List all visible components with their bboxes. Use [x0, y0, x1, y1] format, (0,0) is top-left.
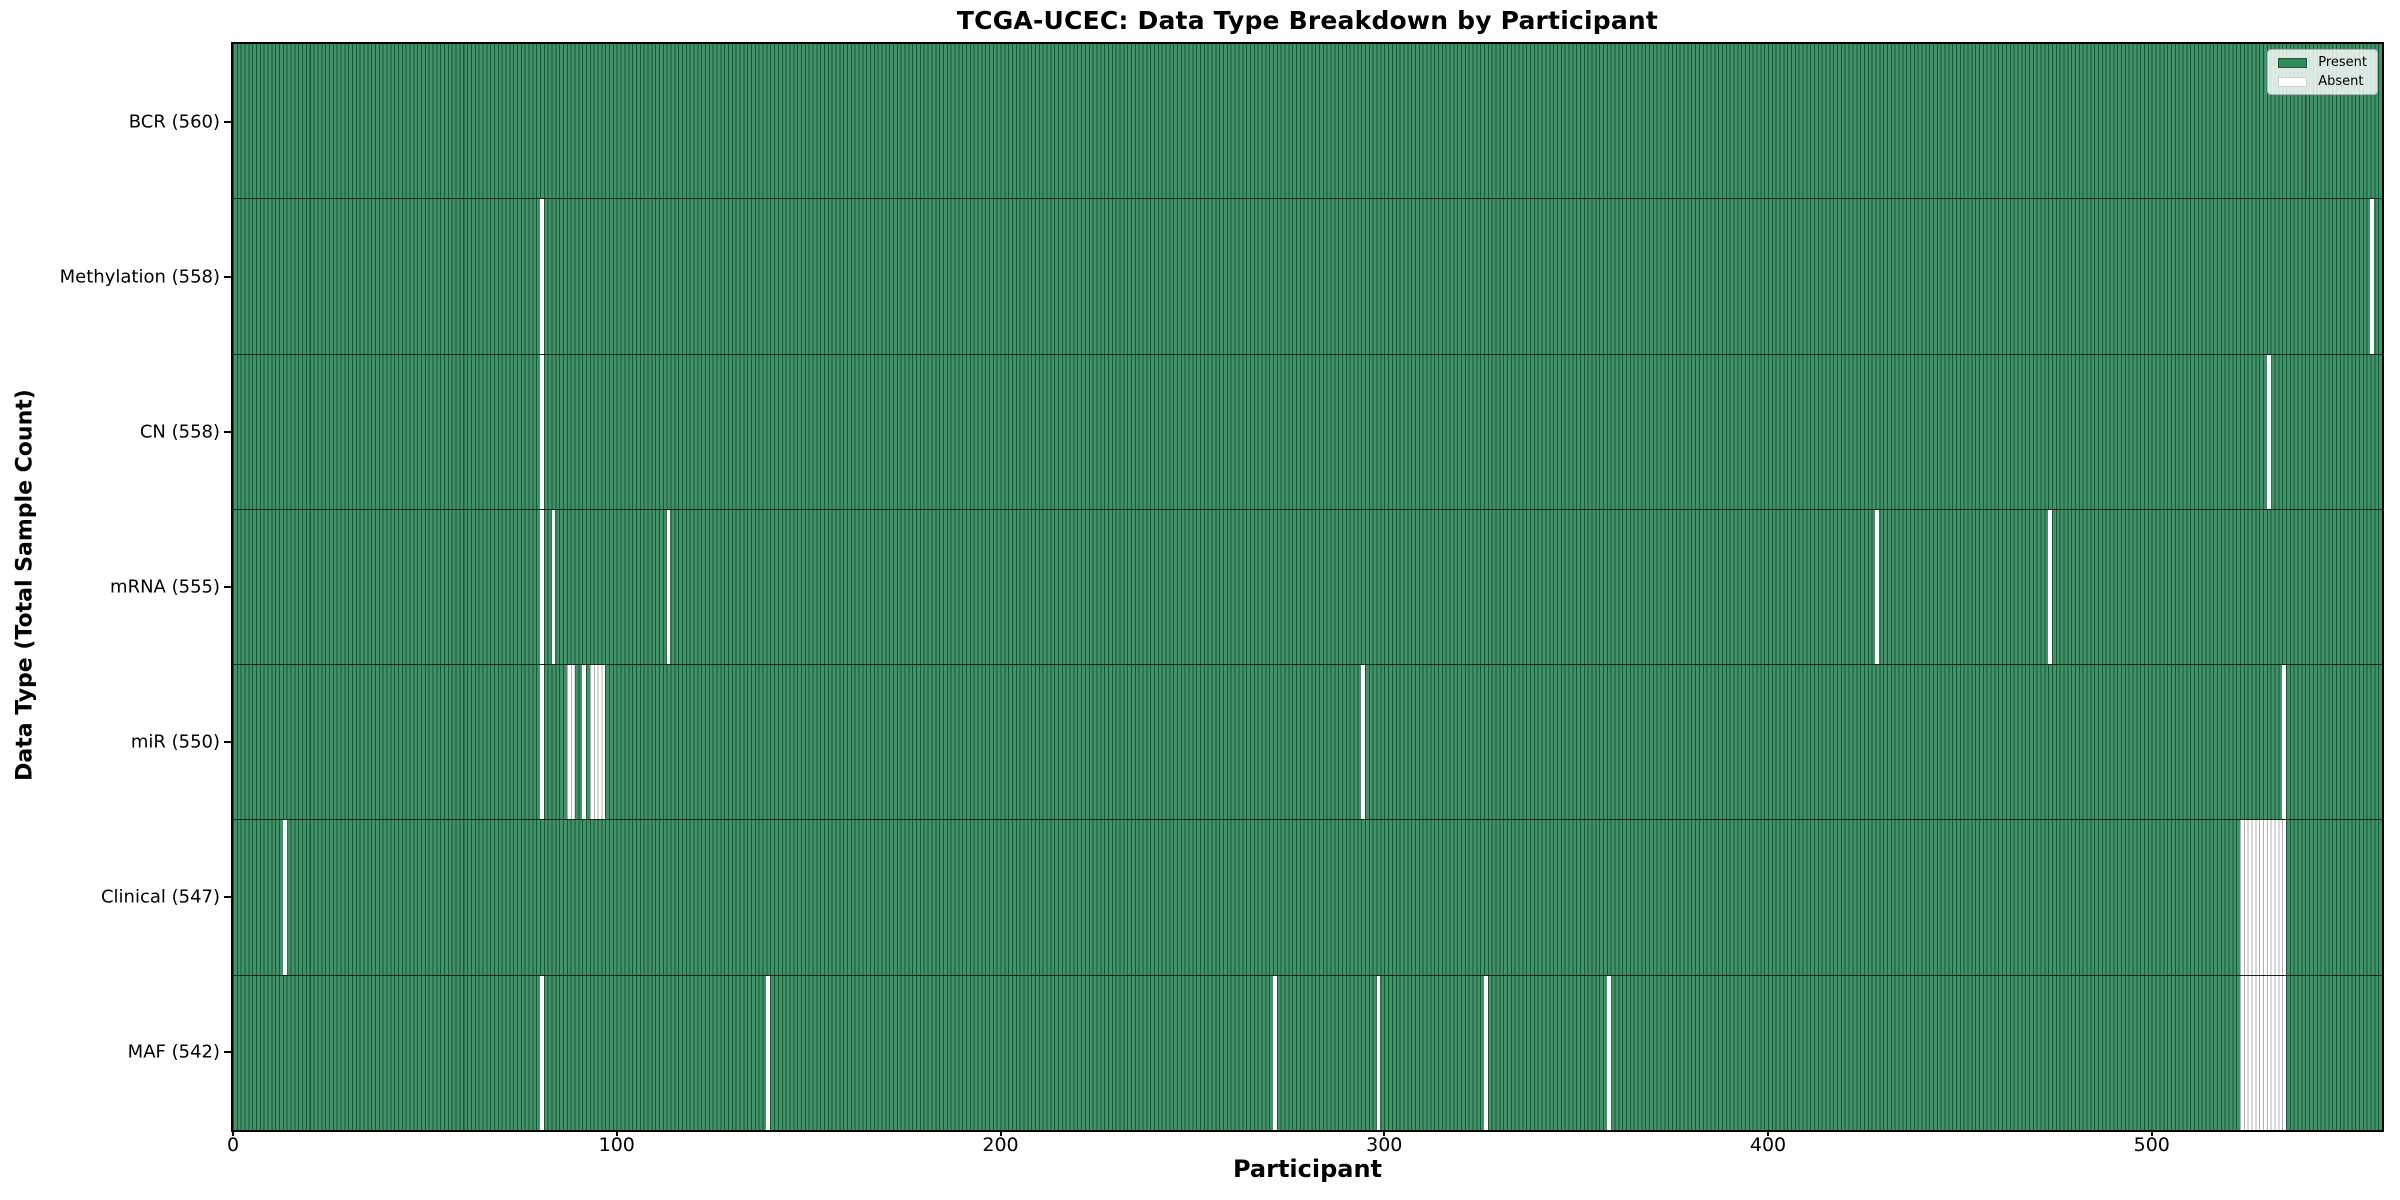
y-tick-label: BCR (560) — [128, 111, 220, 133]
chart-row-clinical — [233, 819, 2382, 975]
chart-row-mir — [233, 664, 2382, 820]
y-tick-mark — [224, 430, 231, 433]
y-tick-label: MAF (542) — [127, 1041, 220, 1063]
absent-gap — [540, 509, 544, 665]
absent-gap — [1875, 509, 1880, 665]
x-tick-label: 300 — [1366, 1134, 1403, 1156]
x-tick-label: 200 — [982, 1134, 1019, 1156]
x-tick-label: 400 — [1749, 1134, 1787, 1156]
absent-gap — [2240, 820, 2287, 975]
y-tick-label: Methylation (558) — [59, 266, 220, 288]
absent-gap — [566, 665, 575, 820]
y-tick-mark — [224, 120, 231, 123]
x-tick-mark — [1767, 1130, 1769, 1136]
plot-area: Present Absent — [231, 42, 2384, 1132]
chart-title: TCGA-UCEC: Data Type Breakdown by Partic… — [956, 6, 1659, 35]
absent-gap — [540, 975, 544, 1130]
chart-row-methylation — [233, 198, 2382, 354]
y-tick-mark — [224, 275, 231, 278]
legend: Present Absent — [2267, 49, 2378, 95]
absent-gap — [582, 665, 587, 820]
absent-gap — [1376, 975, 1381, 1130]
absent-gap — [282, 820, 287, 975]
x-tick-mark — [2150, 1130, 2153, 1136]
x-tick-mark — [615, 1130, 618, 1136]
absent-gap — [1484, 975, 1488, 1130]
y-tick-label: mRNA (555) — [110, 576, 220, 598]
absent-gap — [1272, 975, 1277, 1130]
absent-swatch — [2278, 76, 2308, 87]
absent-gap — [2266, 354, 2271, 509]
absent-gap — [540, 665, 544, 820]
chart-row-cn — [233, 353, 2382, 509]
absent-gap — [551, 509, 556, 665]
absent-gap — [540, 199, 544, 354]
absent-gap — [1361, 665, 1366, 820]
y-tick-mark — [224, 586, 231, 588]
legend-label-present: Present — [2318, 55, 2367, 70]
chart-row-maf — [233, 974, 2382, 1130]
legend-item-present: Present — [2278, 56, 2367, 69]
absent-gap — [1606, 975, 1611, 1130]
x-tick-mark — [232, 1130, 234, 1136]
y-tick-label: miR (550) — [130, 731, 220, 753]
y-tick-mark — [224, 896, 231, 899]
x-tick-label: 500 — [2133, 1134, 2170, 1156]
x-axis-title: Participant — [1232, 1155, 1383, 1183]
x-tick-mark — [1383, 1130, 1386, 1136]
chart-row-mrna — [233, 508, 2382, 665]
x-tick-label: 100 — [598, 1134, 635, 1156]
absent-gap — [766, 975, 771, 1130]
absent-gap — [589, 665, 606, 820]
y-tick-label: CN (558) — [139, 421, 220, 443]
legend-label-absent: Absent — [2318, 74, 2364, 89]
absent-gap — [2282, 665, 2287, 820]
absent-gap — [2048, 509, 2052, 665]
absent-gap — [666, 509, 671, 665]
y-tick-label: Clinical (547) — [100, 886, 220, 908]
y-axis-title: Data Type (Total Sample Count) — [12, 389, 38, 781]
x-tick-label: 0 — [226, 1134, 240, 1156]
x-tick-mark — [999, 1130, 1002, 1136]
y-tick-mark — [224, 1051, 231, 1054]
legend-item-absent: Absent — [2278, 75, 2367, 88]
chart-row-bcr — [233, 44, 2382, 199]
absent-gap — [2370, 199, 2375, 354]
absent-gap — [2240, 975, 2287, 1130]
absent-gap — [540, 354, 544, 509]
y-tick-mark — [224, 741, 231, 744]
present-swatch — [2278, 57, 2308, 68]
